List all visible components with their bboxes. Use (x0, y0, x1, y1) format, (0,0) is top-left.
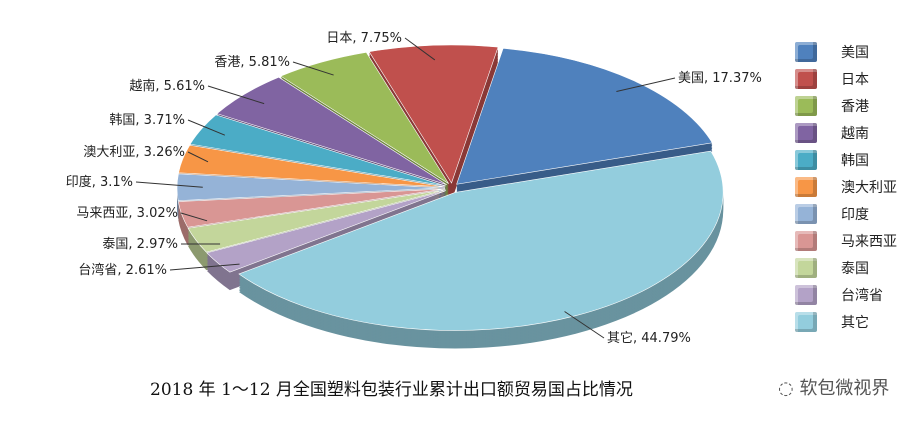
slice-印度 (176, 173, 446, 201)
data-label: 泰国, 2.97% (102, 237, 178, 252)
data-label: 印度, 3.1% (66, 174, 133, 190)
legend-label: 泰国 (841, 260, 869, 277)
legend-label: 美国 (841, 44, 869, 61)
legend-item: 其它 (795, 308, 897, 335)
legend-item: 日本 (795, 65, 897, 92)
legend-item: 澳大利亚 (795, 173, 897, 200)
legend-item: 印度 (795, 200, 897, 227)
legend-swatch (795, 230, 817, 251)
slice-越南 (216, 76, 447, 186)
slice-其它 (238, 150, 724, 331)
legend-item: 越南 (795, 119, 897, 146)
legend-label: 印度 (841, 206, 869, 223)
legend-swatch (795, 68, 817, 89)
slice-马来西亚 (177, 188, 446, 228)
chart-title: 2018 年 1～12 月全国塑料包装行业累计出口额贸易国占比情况 (150, 380, 633, 400)
legend-item: 美国 (795, 38, 897, 65)
legend-item: 马来西亚 (795, 227, 897, 254)
data-label: 美国, 17.37% (678, 71, 762, 86)
legend: 美国日本香港越南韩国澳大利亚印度马来西亚泰国台湾省其它 (795, 38, 897, 335)
slice-韩国 (189, 114, 446, 187)
leader-line (564, 311, 605, 339)
data-label: 澳大利亚, 3.26% (83, 144, 185, 160)
legend-label: 马来西亚 (841, 233, 897, 250)
data-label: 韩国, 3.71% (109, 113, 185, 128)
legend-label: 澳大利亚 (841, 179, 897, 196)
legend-swatch (795, 203, 817, 224)
legend-swatch (795, 284, 817, 305)
legend-swatch (795, 257, 817, 278)
watermark: ◌ 软包微视界 (778, 378, 890, 399)
legend-swatch (795, 95, 817, 116)
leader-line (187, 151, 209, 163)
leader-line (180, 212, 208, 222)
data-label: 日本, 7.75% (326, 31, 402, 46)
legend-label: 越南 (841, 125, 869, 142)
legend-swatch (795, 311, 817, 332)
data-label: 香港, 5.81% (214, 55, 290, 70)
slice-日本 (368, 44, 499, 184)
data-label: 台湾省, 2.61% (78, 262, 167, 278)
legend-label: 其它 (841, 314, 869, 331)
legend-label: 香港 (841, 98, 869, 115)
slice-台湾省 (206, 190, 447, 273)
leader-line (207, 85, 265, 105)
legend-label: 台湾省 (841, 287, 883, 304)
leader-line (292, 61, 334, 76)
legend-swatch (795, 41, 817, 62)
leader-line (187, 119, 226, 136)
leader-line (616, 77, 676, 93)
leader-line (169, 263, 240, 271)
legend-item: 香港 (795, 92, 897, 119)
leader-line (135, 181, 203, 188)
legend-swatch (795, 176, 817, 197)
slice-泰国 (187, 189, 446, 253)
slice-美国 (456, 48, 713, 185)
watermark-text: 软包微视界 (799, 378, 890, 399)
legend-label: 日本 (841, 71, 869, 88)
legend-item: 泰国 (795, 254, 897, 281)
slice-澳大利亚 (178, 144, 446, 188)
data-label: 越南, 5.61% (129, 78, 205, 94)
legend-swatch (795, 122, 817, 143)
legend-item: 台湾省 (795, 281, 897, 308)
legend-swatch (795, 149, 817, 170)
data-label: 马来西亚, 3.02% (76, 206, 178, 221)
data-label: 其它, 44.79% (607, 330, 691, 346)
legend-label: 韩国 (841, 152, 869, 169)
slice-香港 (280, 51, 449, 184)
leader-line (404, 37, 436, 61)
legend-item: 韩国 (795, 146, 897, 173)
